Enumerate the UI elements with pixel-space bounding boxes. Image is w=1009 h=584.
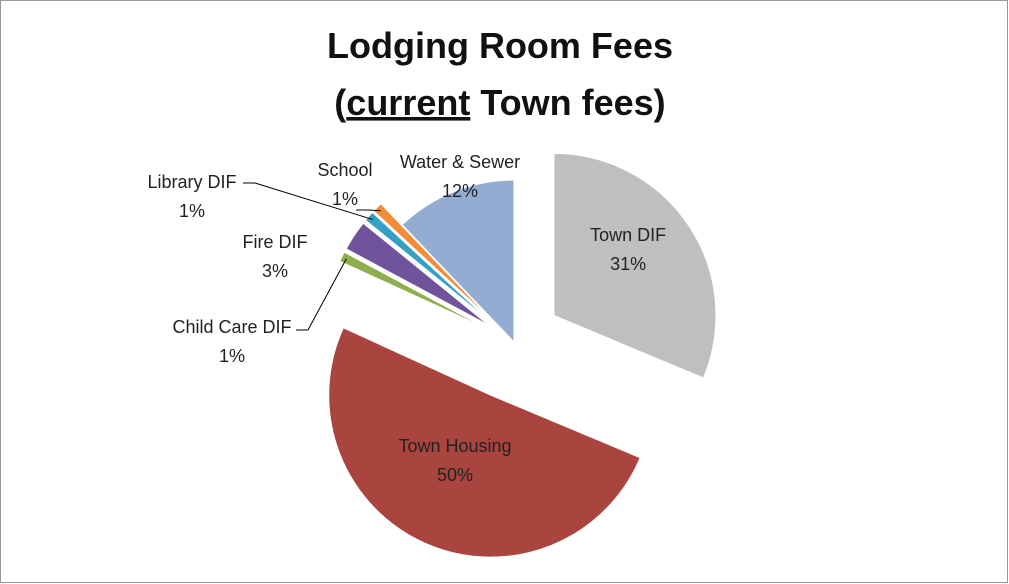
label-value: 1%	[178, 201, 205, 221]
title-part: (	[334, 82, 346, 123]
data-label: Library DIF 1%	[117, 168, 267, 226]
data-label: Water & Sewer 12%	[360, 148, 560, 206]
label-category: Town Housing	[398, 435, 512, 456]
pie-slice	[553, 152, 717, 379]
label-value: 50%	[437, 464, 474, 485]
data-label: School 1%	[295, 156, 395, 214]
title-part: current	[346, 82, 470, 123]
title-line: Lodging Room Fees	[327, 25, 673, 66]
data-label: Town DIF 31%	[568, 221, 688, 279]
label-category: School	[317, 160, 373, 180]
label-value: 12%	[441, 181, 479, 201]
leader-line	[296, 258, 347, 331]
data-label: Child Care DIF 1%	[142, 313, 322, 371]
pie-slice	[328, 327, 641, 558]
label-value: 31%	[610, 254, 647, 275]
pie-slice	[364, 211, 492, 323]
title-part: Town fees)	[470, 82, 665, 123]
label-category: Fire DIF	[242, 232, 308, 252]
leader-line	[356, 209, 381, 212]
data-label: Town Housing 50%	[395, 432, 515, 490]
chart-title: (current Town fees)	[334, 82, 665, 123]
chart-title: Lodging Room Fees	[327, 25, 673, 66]
data-label: Fire DIF 3%	[225, 228, 325, 286]
label-value: 3%	[261, 261, 288, 281]
label-value: 1%	[331, 189, 358, 209]
label-category: Town DIF	[590, 225, 667, 246]
leader-line	[243, 182, 373, 220]
pie-slice	[345, 222, 490, 326]
pie-slice	[401, 179, 515, 344]
label-category: Water & Sewer	[399, 152, 521, 172]
label-category: Library DIF	[147, 172, 237, 192]
pie-slice	[339, 251, 488, 330]
label-category: Child Care DIF	[172, 317, 292, 337]
label-value: 1%	[218, 346, 245, 366]
pie-slice	[372, 203, 493, 322]
